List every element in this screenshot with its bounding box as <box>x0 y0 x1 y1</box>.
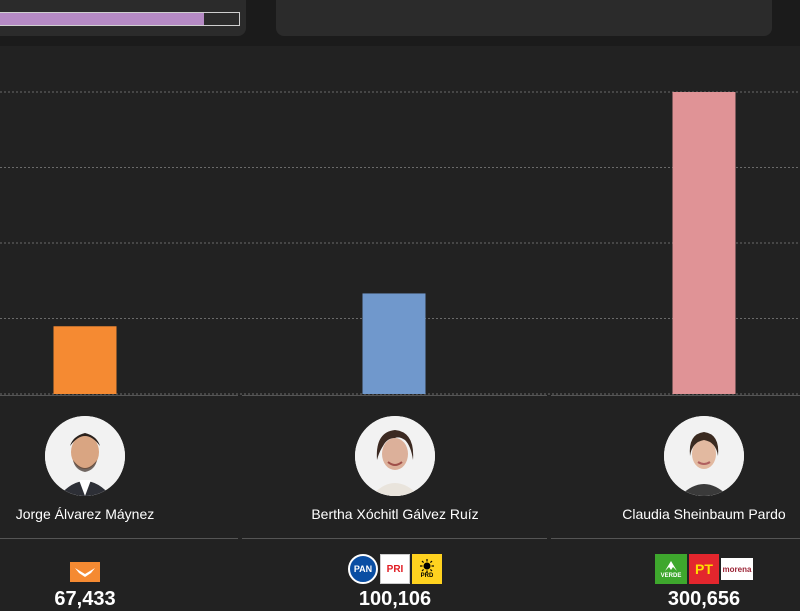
divider <box>0 538 238 539</box>
candidate-name: Claudia Sheinbaum Pardo <box>622 506 786 522</box>
candidate-name: Bertha Xóchitl Gálvez Ruíz <box>311 506 479 522</box>
avatar-icon <box>664 416 744 496</box>
bar-2[interactable] <box>362 293 426 394</box>
party-logos <box>0 554 205 586</box>
candidate-name: Jorge Álvarez Máynez <box>15 506 155 522</box>
progress-fill <box>0 13 205 25</box>
candidate-card-3[interactable]: Claudia Sheinbaum Pardo <box>584 396 800 538</box>
info-card <box>276 0 772 36</box>
divider <box>551 395 800 396</box>
movimiento-ciudadano-logo <box>70 562 100 582</box>
bar-chart-svg <box>0 91 800 395</box>
votes-block-2: PAN PRI PRD 100,106 <box>275 540 515 610</box>
pt-logo: PT <box>689 554 719 584</box>
divider <box>551 538 800 539</box>
morena-logo-text: morena <box>722 564 752 574</box>
pan-logo-text: PAN <box>353 564 373 574</box>
candidate-photo-1 <box>45 416 125 496</box>
bar-1[interactable] <box>53 326 117 394</box>
candidate-photo-3 <box>664 416 744 496</box>
toucan-icon <box>665 560 677 571</box>
party-logos: PAN PRI PRD <box>275 554 515 586</box>
pri-logo-text: PRI <box>386 563 404 575</box>
party-logos: VERDE PT morena <box>584 554 800 586</box>
divider <box>242 395 547 396</box>
eagle-icon <box>75 568 95 577</box>
candidate-card-2[interactable]: Bertha Xóchitl Gálvez Ruíz <box>275 396 515 538</box>
progress-card <box>0 0 246 36</box>
top-panel <box>0 0 800 46</box>
candidate-card-1[interactable]: Jorge Álvarez Máynez <box>0 396 205 538</box>
divider <box>242 538 547 539</box>
votes-block-1: 67,433 <box>0 540 205 610</box>
prd-logo-text: PRD <box>420 572 434 579</box>
pri-logo: PRI <box>380 554 410 584</box>
avatar-icon <box>45 416 125 496</box>
sun-icon <box>420 558 434 573</box>
pt-logo-text: PT <box>695 561 713 577</box>
verde-logo-text: VERDE <box>660 572 682 579</box>
avatar-icon <box>355 416 435 496</box>
progress-bar <box>0 12 240 26</box>
morena-logo: morena <box>721 558 753 580</box>
verde-logo: VERDE <box>655 554 687 584</box>
pan-logo: PAN <box>348 554 378 584</box>
bar-3[interactable] <box>672 92 736 394</box>
votes-block-3: VERDE PT morena 300,656 <box>584 540 800 610</box>
results-chart <box>0 46 800 396</box>
candidate-photo-2 <box>355 416 435 496</box>
divider <box>0 395 238 396</box>
prd-logo: PRD <box>412 554 442 584</box>
